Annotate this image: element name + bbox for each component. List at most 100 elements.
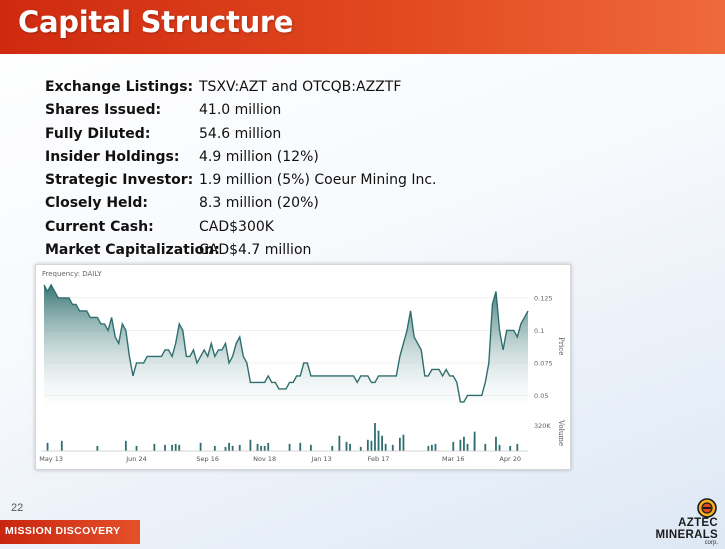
fact-row: Fully Diluted: 54.6 million — [45, 123, 437, 146]
volume-bar — [516, 443, 519, 451]
fact-row: Exchange Listings: TSXV:AZT and OTCQB:AZZ… — [45, 76, 437, 99]
volume-bar — [164, 444, 166, 451]
fact-row: Closely Held: 8.3 million (20%) — [45, 192, 437, 215]
fact-label: Market Capitalization: — [45, 242, 220, 259]
volume-bar — [199, 442, 202, 451]
date-axis: May 13 Jun 24 Sep 16 Nov 18 Jan 13 Feb 17 Mar … — [39, 455, 521, 463]
volume-bar — [459, 439, 462, 451]
volume-bar — [427, 445, 430, 451]
fact-value: TSXV:AZT and OTCQB:AZZTF — [199, 79, 402, 95]
volume-bar — [135, 445, 138, 451]
volume-bar — [171, 444, 174, 451]
volume-bar — [267, 442, 270, 451]
fact-value: 4.9 million (12%) — [199, 148, 319, 165]
volume-bar — [463, 436, 465, 451]
volume-bar — [349, 443, 351, 451]
price-line — [43, 283, 529, 403]
date-tick-label: Mar 16 — [442, 455, 465, 463]
fact-label: Shares Issued: — [45, 102, 162, 119]
price-tick-label: 0.1 — [534, 327, 544, 335]
aztec-logo-icon — [697, 498, 717, 518]
logo-wordmark-line1: AZTEC — [678, 517, 718, 529]
volume-bar — [338, 435, 341, 451]
price-tick-label: 0.125 — [534, 294, 553, 302]
fact-row: Strategic Investor: 1.9 million (5%) Coeu… — [45, 169, 437, 192]
logo-wordmark-line2: MINERALS — [655, 529, 718, 541]
price-axis: 0.05 0.075 0.1 0.125 — [534, 294, 553, 400]
price-area-fill — [44, 284, 528, 411]
volume-bar — [238, 444, 241, 451]
date-tick-label: Nov 18 — [253, 455, 276, 463]
volume-tick-label: 320K — [534, 422, 551, 430]
volume-bar — [466, 443, 469, 451]
volume-bar — [431, 444, 433, 451]
fact-row: Shares Issued: 41.0 million — [45, 99, 437, 122]
volume-bar — [473, 438, 476, 451]
volume-bar — [124, 440, 127, 451]
page-number: 22 — [11, 502, 24, 514]
price-area-series — [43, 283, 529, 411]
slide-title: Capital Structure — [18, 5, 294, 39]
volume-bar — [249, 439, 252, 451]
company-logo: AZTEC MINERALS corp. — [648, 498, 720, 546]
volume-bar — [452, 441, 455, 451]
date-tick-label: Sep 16 — [196, 455, 219, 463]
volume-bar — [331, 445, 334, 451]
fact-value: CAD$300K — [199, 218, 274, 235]
volume-bars — [46, 423, 519, 451]
fact-value: CAD$4.7 million — [199, 242, 312, 259]
volume-bar — [174, 443, 177, 451]
date-tick-label: Apr 20 — [499, 455, 521, 463]
volume-bar — [402, 434, 405, 451]
volume-bar — [260, 445, 262, 451]
volume-bar — [263, 445, 266, 451]
volume-bar — [96, 445, 99, 451]
price-tick-label: 0.05 — [534, 392, 548, 400]
fact-row: Current Cash: CAD$300K — [45, 216, 437, 239]
volume-bar — [366, 439, 369, 451]
volume-bar — [509, 445, 512, 451]
volume-bar — [288, 443, 291, 451]
volume-bar — [231, 445, 234, 451]
tagline-text: MISSION DISCOVERY — [5, 525, 121, 537]
volume-bar — [299, 442, 302, 451]
volume-bar — [46, 442, 49, 451]
fact-value: 41.0 million — [199, 102, 282, 119]
date-tick-label: Feb 17 — [368, 455, 390, 463]
fact-label: Fully Diluted: — [45, 125, 151, 142]
fact-value: 54.6 million — [199, 125, 282, 142]
volume-bar — [310, 444, 312, 451]
volume-bar — [398, 437, 401, 451]
volume-bar — [374, 423, 376, 451]
volume-bar — [381, 435, 383, 451]
fact-value: 1.9 million (5%) Coeur Mining Inc. — [199, 172, 437, 189]
fact-row: Market Capitalization:CAD$4.7 million — [45, 239, 437, 262]
volume-bar — [484, 443, 487, 451]
stock-chart-panel: Frequency: DAILY 0.05 0.075 0.1 0.125 May 1… — [35, 264, 571, 470]
fact-value: 8.3 million (20%) — [199, 195, 319, 212]
volume-bar — [498, 444, 501, 451]
volume-bar — [370, 440, 373, 451]
volume-bar — [434, 443, 437, 451]
volume-bar — [60, 440, 63, 451]
volume-bar — [213, 445, 216, 451]
volume-bar — [495, 436, 497, 451]
logo-suffix: corp. — [704, 540, 718, 546]
volume-bar — [178, 444, 181, 451]
fact-row: Insider Holdings: 4.9 million (12%) — [45, 146, 437, 169]
volume-bar — [384, 443, 387, 451]
volume-bar — [153, 443, 156, 451]
fact-label: Insider Holdings: — [45, 148, 180, 165]
volume-bar — [256, 443, 259, 451]
volume-bar — [228, 442, 230, 451]
date-tick-label: Jun 24 — [125, 455, 147, 463]
volume-bar — [359, 446, 362, 451]
fact-label: Exchange Listings: — [45, 79, 194, 95]
volume-bar — [224, 446, 227, 451]
tagline-bar: MISSION DISCOVERY — [0, 520, 140, 544]
title-banner: Capital Structure — [0, 0, 725, 54]
fact-label: Strategic Investor: — [45, 172, 194, 189]
capital-facts-list: Exchange Listings: TSXV:AZT and OTCQB:AZZ… — [45, 76, 437, 262]
volume-bar — [391, 444, 394, 451]
date-tick-label: Jan 13 — [310, 455, 331, 463]
